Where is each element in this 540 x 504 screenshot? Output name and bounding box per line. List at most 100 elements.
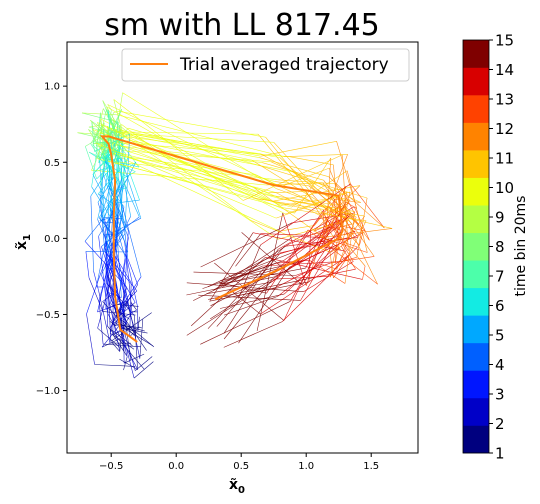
trial-segment	[99, 157, 107, 195]
trial-segment	[260, 233, 309, 236]
trial-segment	[94, 364, 136, 367]
trial-segment	[119, 300, 129, 325]
x-tick-label: 0.0	[168, 461, 184, 472]
trial-segment	[259, 157, 329, 177]
trial-segment	[102, 171, 129, 253]
trial-segment	[91, 164, 96, 187]
colorbar-tick-label: 14	[495, 61, 514, 79]
trial-segment	[115, 287, 127, 327]
trial-segment	[127, 258, 138, 285]
trial-segment	[110, 118, 120, 155]
trial-segment	[109, 178, 123, 210]
trial-segment	[113, 99, 125, 139]
x-tick-label: 1.0	[298, 461, 314, 472]
x-tick-label: −0.5	[99, 461, 123, 472]
trial-segment	[117, 114, 284, 157]
trial-segment	[88, 124, 103, 128]
trial-segment	[359, 232, 363, 246]
y-tick-label: −1.0	[36, 386, 60, 397]
trial-segment	[348, 220, 367, 255]
trial-segment	[200, 301, 291, 345]
trial-segment	[291, 170, 348, 208]
trial-segment	[110, 170, 113, 217]
colorbar-segment	[463, 95, 489, 123]
trial-segment	[342, 220, 349, 243]
trial-segment	[112, 334, 127, 356]
trial-segment	[341, 246, 356, 270]
trial-segment	[114, 320, 136, 333]
trial-segment	[260, 183, 351, 246]
trial-segment	[105, 227, 126, 252]
trial-segment	[186, 282, 304, 292]
trial-segment	[111, 217, 142, 234]
colorbar-segment	[463, 315, 489, 344]
colorbar-tick-label: 1	[495, 445, 505, 463]
trial-segment	[342, 241, 358, 248]
trial-segment	[218, 263, 276, 285]
colorbar-segment	[463, 425, 489, 454]
trial-segment	[96, 143, 277, 219]
trial-segment	[106, 165, 111, 256]
trial-segment	[336, 141, 357, 209]
trial-segment	[95, 145, 108, 152]
trial-segment	[210, 266, 292, 320]
trial-segment	[329, 251, 346, 278]
trial-segment	[250, 220, 331, 253]
y-tick-label: 0.0	[44, 234, 60, 245]
trial-segment	[109, 320, 116, 327]
trial-segment	[96, 122, 105, 144]
trial-segment	[124, 133, 130, 234]
trial-segment	[97, 267, 115, 329]
trial-segment	[117, 183, 125, 223]
trial-segment	[85, 251, 90, 278]
colorbar-tick-label: 4	[495, 356, 505, 374]
trial-segment	[99, 157, 104, 229]
trial-segment	[278, 179, 335, 184]
svg-text:x̃1: x̃1	[14, 234, 33, 250]
x-axis-ticks: −0.5 0.0 0.5 1.0 1.5	[99, 453, 379, 472]
mean-trajectory-layer	[99, 135, 344, 343]
trial-segment	[290, 202, 347, 302]
trial-segment	[307, 229, 378, 285]
trial-segment	[119, 324, 145, 332]
trial-segment	[124, 157, 140, 201]
trial-segment	[330, 208, 333, 228]
trial-segment	[114, 122, 119, 150]
trial-segment	[128, 280, 133, 312]
trial-segment	[283, 154, 348, 157]
trial-segment	[123, 230, 129, 318]
trial-segment	[262, 261, 342, 267]
trial-segment	[109, 294, 120, 334]
trial-segment	[116, 203, 119, 257]
trial-segment	[111, 138, 254, 188]
trial-segment	[282, 246, 358, 322]
colorbar-tick-label: 8	[495, 238, 505, 256]
trial-segment	[90, 143, 109, 172]
trial-segment	[122, 92, 277, 189]
legend-entry-mean: Trial averaged trajectory	[179, 55, 389, 75]
trial-segment	[99, 177, 113, 221]
trial-segment	[100, 143, 263, 163]
trial-segment	[93, 141, 109, 144]
trial-segment	[105, 286, 121, 352]
trial-segment	[91, 186, 117, 227]
trial-segment	[128, 276, 142, 296]
trial-segment	[103, 343, 141, 348]
colorbar-tick-label: 2	[495, 415, 505, 433]
trial-segment	[101, 323, 122, 348]
trial-segment	[207, 255, 274, 288]
trial-segment	[124, 241, 130, 281]
trial-segment	[118, 290, 138, 312]
trial-segment	[119, 358, 138, 370]
trial-segment	[107, 125, 114, 154]
trial-segment	[303, 261, 354, 292]
trial-segment	[97, 132, 261, 155]
trial-segment	[96, 158, 254, 199]
trial-segment	[346, 170, 368, 253]
trial-segment	[85, 146, 97, 179]
trial-segment	[84, 217, 105, 242]
trial-segment	[93, 125, 103, 142]
trial-segment	[230, 251, 295, 277]
trial-segment	[268, 191, 307, 194]
trial-segment	[289, 244, 337, 268]
